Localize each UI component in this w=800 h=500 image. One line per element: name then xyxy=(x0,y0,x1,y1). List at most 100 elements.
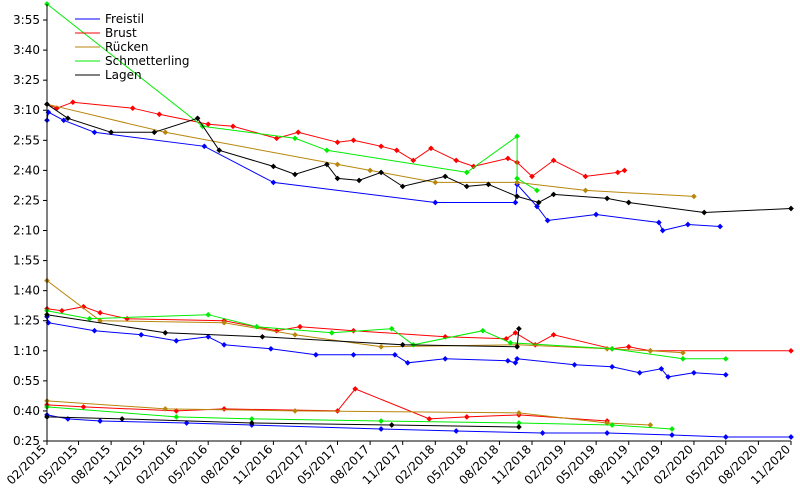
data-point xyxy=(691,369,697,376)
data-point xyxy=(636,369,643,376)
data-point xyxy=(432,179,439,186)
data-point xyxy=(593,211,599,218)
data-point xyxy=(86,315,93,322)
data-point xyxy=(669,432,675,438)
data-point xyxy=(514,179,520,186)
data-point xyxy=(119,416,125,422)
series-4 xyxy=(44,1,729,432)
data-point xyxy=(352,386,359,392)
data-point xyxy=(514,133,520,140)
series-layer xyxy=(44,1,794,440)
data-point xyxy=(80,303,87,310)
data-point xyxy=(221,319,227,326)
data-point xyxy=(268,345,274,352)
data-point xyxy=(334,161,341,168)
data-point xyxy=(356,177,362,184)
data-point xyxy=(788,347,794,354)
data-point xyxy=(516,424,522,430)
data-point xyxy=(512,359,519,366)
data-point xyxy=(378,426,384,432)
y-tick-label: 3:55 xyxy=(13,13,40,27)
data-point xyxy=(505,357,511,364)
data-point xyxy=(621,167,628,174)
data-point xyxy=(680,349,686,356)
legend-label: Rücken xyxy=(105,40,149,54)
data-point xyxy=(328,329,335,336)
data-point xyxy=(270,163,277,170)
data-point xyxy=(485,181,492,188)
data-point xyxy=(129,105,136,112)
data-point xyxy=(550,331,557,338)
series-line xyxy=(46,388,608,422)
y-tick-label: 1:10 xyxy=(13,344,40,358)
data-point xyxy=(685,221,691,228)
data-point xyxy=(378,169,384,176)
data-point xyxy=(614,169,621,176)
data-point xyxy=(292,331,298,338)
data-point xyxy=(350,327,357,334)
data-point xyxy=(205,121,212,128)
data-point xyxy=(156,111,163,118)
series-line xyxy=(46,111,721,232)
data-point xyxy=(80,404,87,410)
data-point xyxy=(625,199,632,206)
data-point xyxy=(656,219,662,226)
series-5 xyxy=(44,101,794,430)
data-point xyxy=(691,193,697,200)
legend-label: Lagen xyxy=(105,68,142,82)
data-point xyxy=(91,327,98,334)
data-point xyxy=(788,434,794,440)
series-line xyxy=(46,400,651,426)
data-point xyxy=(532,341,539,348)
data-point xyxy=(216,147,223,154)
data-point xyxy=(571,361,578,368)
data-point xyxy=(659,227,666,234)
data-point xyxy=(625,343,632,350)
data-point xyxy=(512,199,519,206)
data-point xyxy=(463,169,470,176)
data-point xyxy=(479,327,486,334)
data-point xyxy=(334,139,341,146)
y-tick-label: 3:25 xyxy=(13,73,40,87)
data-point xyxy=(334,175,341,182)
data-point xyxy=(350,351,357,358)
data-point xyxy=(717,223,723,230)
data-point xyxy=(529,173,535,180)
data-point xyxy=(205,333,212,340)
data-point xyxy=(507,339,514,346)
data-point xyxy=(722,371,729,378)
data-point xyxy=(514,355,520,362)
data-point xyxy=(722,355,729,362)
data-point xyxy=(463,183,470,190)
series-line xyxy=(46,103,792,214)
data-point xyxy=(388,325,395,332)
y-tick-label: 0:40 xyxy=(13,404,40,418)
data-point xyxy=(432,199,439,206)
data-point xyxy=(516,420,522,426)
data-point xyxy=(604,195,610,202)
data-point xyxy=(151,129,158,136)
data-point xyxy=(205,311,212,318)
data-point xyxy=(582,173,589,180)
data-point xyxy=(609,422,615,428)
series-line xyxy=(46,306,791,352)
series-line xyxy=(46,406,673,430)
data-point xyxy=(550,157,557,164)
y-tick-label: 3:10 xyxy=(13,103,40,117)
data-point xyxy=(535,199,542,206)
legend-label: Schmetterling xyxy=(105,54,190,68)
data-point xyxy=(162,329,169,336)
data-point xyxy=(194,115,201,122)
series-line xyxy=(46,101,625,178)
series-line xyxy=(46,103,694,197)
data-point xyxy=(669,426,675,432)
data-point xyxy=(97,418,103,424)
data-point xyxy=(273,135,280,142)
data-point xyxy=(91,129,98,136)
data-point xyxy=(428,145,434,152)
data-point xyxy=(230,123,236,130)
data-point xyxy=(392,351,398,358)
data-point xyxy=(221,406,227,412)
